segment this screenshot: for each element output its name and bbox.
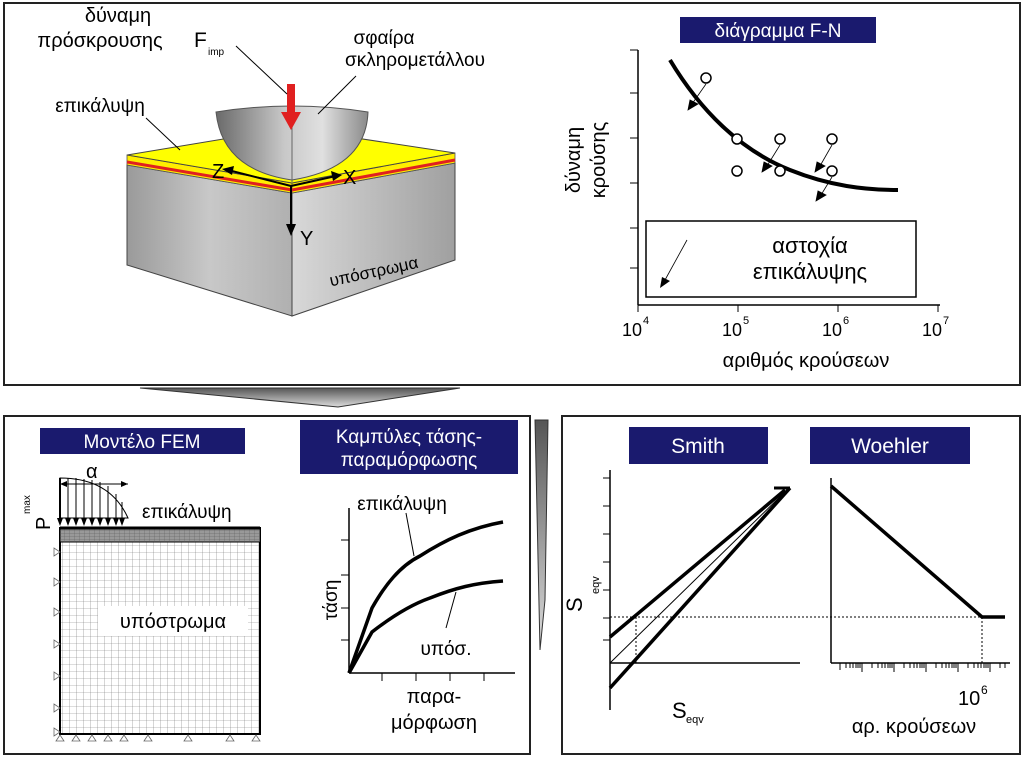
fn-xlabel: αριθμός κρούσεων [723,350,890,372]
fem-title-box [40,428,245,454]
fem-pmax-label: P [33,517,55,530]
fn-curve [668,58,899,192]
fem-pressure-load [57,477,129,526]
xtick-1e7: 10 [922,320,942,340]
xtick-1e7-exp: 7 [943,315,949,327]
sphere-label: σφαίρα [353,28,414,49]
fem-title: Μοντέλο FEM [83,432,200,453]
fatigue-panel-frame [561,415,1021,755]
smith-ylabel-sub: eqv [590,576,602,594]
axis-y-label: Y [300,228,313,250]
coating-curve-label: επικάλυψη [357,494,447,515]
axis-z-label: Z [212,161,224,183]
coating-label: επικάλυψη [55,96,145,117]
fem-alpha-label: α [86,461,98,483]
fn-legend-label: αστοχία [772,233,848,258]
stress-strain-title-2: παραμόρφωσης [341,450,478,471]
fn-xtick-labels: 10 4 10 5 10 6 10 7 [622,315,949,340]
fn-ylabel: δύναμη [563,127,585,193]
woehler-log-ticks [839,663,1006,672]
smith-lower-line [608,486,792,690]
coating-stress-curve [347,520,504,674]
force-arrow-shaft [287,84,295,114]
axis-x-label: X [343,167,356,189]
substrate-curve-label: υπόσ. [420,639,471,660]
woehler-xlabel: αρ. κρούσεων [852,716,976,738]
force-arrow-head [281,112,301,130]
smith-mean-line [609,488,789,664]
xtick-1e4-exp: 4 [643,315,649,327]
flow-connector-right [534,419,549,651]
smith-ylabel: S [562,597,587,612]
smith-xlabel: S [672,698,687,723]
smith-axes [603,470,800,710]
strain-xlabel: παρα- [407,686,462,708]
force-subscript: imp [208,47,225,58]
impact-test-illustration [126,45,456,317]
stress-ylabel: τάση [321,580,342,621]
fn-ylabel-2: κρούσης [588,121,610,198]
fem-boundary-supports [53,547,261,742]
fem-substrate-label: υπόστρωμα [120,611,226,633]
fn-title: διάγραμμα F-N [715,21,842,42]
woehler-tick-1e6-exp: 6 [981,683,988,697]
strain-xlabel-2: μόρφωση [391,712,477,734]
smith-upper-line [608,488,787,639]
fn-axes [630,49,940,312]
xtick-1e5: 10 [722,320,742,340]
smith-title: Smith [671,435,725,458]
fn-legend-label-2: επικάλυψης [753,259,867,284]
stress-strain-title-box [300,420,518,474]
xtick-1e4: 10 [622,320,642,340]
stress-strain-title: Καμπύλες τάσης- [336,427,482,448]
impact-force-label: δύναμη [85,5,151,27]
stress-strain-axes [341,508,515,681]
impact-force-label-2: πρόσκρουσης [37,30,163,52]
substrate-stress-curve [347,579,504,674]
fem-pmax-sub: max [22,495,33,514]
xtick-1e6-exp: 6 [843,315,849,327]
woehler-title: Woehler [851,435,929,458]
force-symbol: F [194,29,207,52]
fn-data-points [700,72,838,177]
xtick-1e5-exp: 5 [743,315,749,327]
smith-title-box [629,427,768,464]
xtick-1e6: 10 [822,320,842,340]
fem-coating-label: επικάλυψη [142,502,232,523]
woehler-tick-1e6: 10 [958,688,980,710]
fn-legend-box [645,220,917,298]
woehler-title-box [810,427,970,464]
sphere-label-2: σκληρομετάλλου [345,50,485,71]
smith-xlabel-sub: eqv [686,714,704,726]
flow-connector-top [139,387,461,408]
fn-legend-arrow [664,239,688,281]
fn-failure-arrows [687,83,833,202]
fn-title-box [680,17,876,43]
